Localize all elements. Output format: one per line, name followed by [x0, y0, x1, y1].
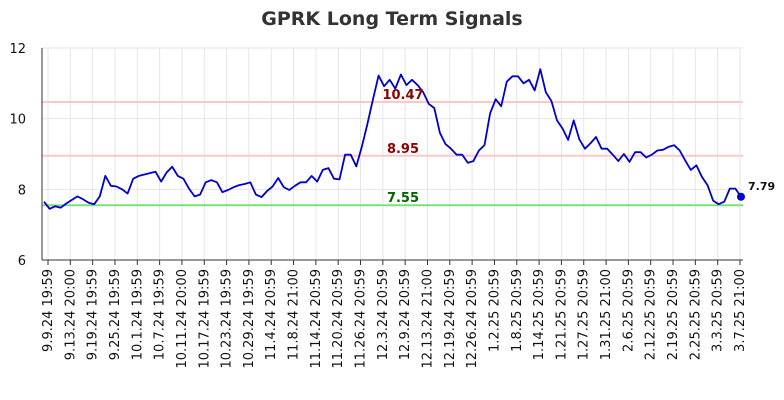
- x-tick-label: 12.13.24 21:00: [420, 269, 435, 369]
- x-tick-label: 1.21.25 20:59: [554, 269, 569, 360]
- level-label: 8.95: [387, 142, 419, 157]
- y-tick-label: 10: [9, 113, 26, 128]
- x-tick-label: 12.26.24 20:59: [465, 269, 480, 369]
- x-tick-label: 11.4.24 20:59: [264, 269, 279, 360]
- x-tick-label: 10.29.24 19:59: [242, 269, 257, 369]
- x-tick-label: 11.20.24 20:59: [331, 269, 346, 369]
- x-tick-label: 3.3.25 20:59: [711, 269, 726, 352]
- labels: 10.47 8.95 7.55 7.79: [382, 88, 775, 206]
- last-value-label: 7.79: [748, 180, 775, 193]
- x-tick-label: 1.2.25 20:59: [487, 269, 502, 352]
- x-tick-label: 9.9.24 19:59: [41, 269, 56, 352]
- x-tick-label: 10.23.24 19:59: [220, 269, 235, 369]
- x-tick-label: 2.25.25 20:59: [688, 269, 703, 360]
- price-line: [43, 68, 742, 210]
- x-tick-label: 9.13.24 20:00: [63, 269, 78, 360]
- x-tick-label: 1.31.25 21:00: [599, 269, 614, 360]
- x-tick-label: 9.19.24 19:59: [86, 269, 101, 360]
- x-tick-label: 1.14.25 20:59: [532, 269, 547, 360]
- grid: [42, 47, 743, 261]
- x-tick-label: 9.25.24 19:59: [108, 269, 123, 360]
- x-tick-label: 11.8.24 21:00: [287, 269, 302, 360]
- x-tick-label: 1.8.25 20:59: [510, 269, 525, 352]
- x-tick-label: 10.17.24 19:59: [197, 269, 212, 369]
- axes: 6 8 10 12 9.9.24 19:59 9.13.24 20:00 9.19.24 1…: [9, 42, 748, 369]
- x-tick-label: 2.12.25 20:59: [644, 269, 659, 360]
- x-tick-label: 2.6.25 20:59: [621, 269, 636, 352]
- x-tick-label: 3.7.25 21:00: [733, 269, 748, 352]
- x-tick-label: 12.19.24 20:59: [443, 269, 458, 369]
- x-tick-label: 12.9.24 20:59: [398, 269, 413, 360]
- x-tick-label: 10.11.24 20:00: [175, 269, 190, 369]
- x-tick-label: 11.26.24 20:59: [354, 269, 369, 369]
- level-label: 10.47: [382, 88, 423, 103]
- last-point-marker: [737, 192, 745, 201]
- y-tick-label: 6: [18, 254, 26, 269]
- x-tick-label: 10.1.24 19:59: [130, 269, 145, 360]
- x-tick-label: 2.19.25 20:59: [666, 269, 681, 360]
- y-tick-label: 8: [18, 183, 26, 198]
- y-tick-label: 12: [9, 42, 26, 57]
- x-tick-label: 11.14.24 20:59: [309, 269, 324, 369]
- x-tick-label: 12.3.24 20:59: [376, 269, 391, 360]
- price-series: [43, 68, 745, 210]
- chart-title: GPRK Long Term Signals: [261, 8, 522, 30]
- level-label: 7.55: [387, 191, 419, 206]
- x-tick-label: 10.7.24 19:59: [153, 269, 168, 360]
- x-tick-label: 1.27.25 20:59: [577, 269, 592, 360]
